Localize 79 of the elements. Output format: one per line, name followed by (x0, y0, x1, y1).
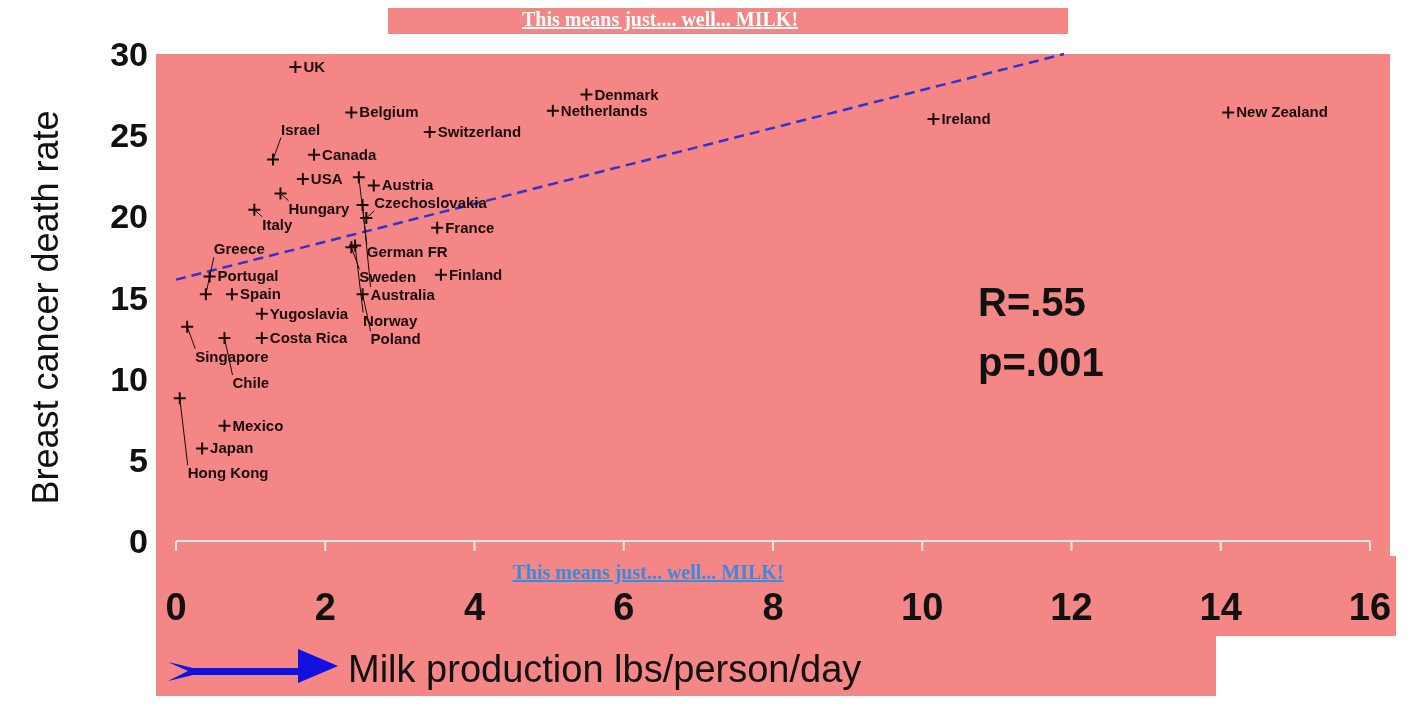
annotation: Ireland (941, 109, 991, 127)
annotation: Australia (370, 285, 436, 303)
x-tick-label: 12 (1050, 586, 1093, 628)
point (266, 152, 281, 167)
point (307, 147, 322, 162)
x-tick-label: 10 (901, 586, 944, 628)
annotation: Japan (210, 439, 254, 457)
point (273, 186, 288, 201)
annotation: Costa Rica (269, 329, 348, 347)
point (545, 103, 560, 118)
point (344, 240, 359, 255)
point (433, 267, 448, 282)
annotation: Spain (239, 285, 281, 303)
annotation: Israel (281, 120, 321, 138)
annotation: France (445, 218, 495, 236)
y-axis-title: Breast cancer death rate (25, 110, 66, 505)
x-tick-label: 6 (613, 586, 635, 628)
point (926, 111, 941, 126)
point (295, 172, 310, 186)
y-tick-label: 25 (110, 116, 148, 155)
point (422, 124, 437, 139)
x-tick-label: 14 (1199, 586, 1242, 628)
annotation: Chile (232, 374, 270, 392)
annotation: Finland (448, 265, 503, 283)
point (355, 287, 370, 302)
y-tick-label: 20 (110, 197, 148, 236)
y-tick-label: 0 (129, 522, 148, 560)
annotation: Canada (322, 145, 377, 163)
x-tick-label: 16 (1348, 586, 1392, 628)
x-tick-label: 0 (165, 586, 187, 628)
point (579, 87, 594, 102)
point (351, 170, 366, 185)
point (172, 391, 187, 406)
annotation: Denmark (594, 85, 660, 103)
point (247, 202, 262, 217)
text: This means just.... well... MILK! (521, 8, 799, 31)
annotation: Netherlands (560, 101, 648, 119)
point (254, 331, 269, 346)
annotation: Austria (381, 176, 435, 194)
point (254, 306, 269, 321)
point (217, 331, 232, 346)
annotation: Hungary (288, 199, 350, 217)
y-tick-label: 30 (110, 35, 148, 73)
point (217, 418, 232, 433)
annotation: Belgium (359, 103, 419, 121)
annotation: Czechoslovakia (374, 193, 488, 211)
annotation: Greece (213, 240, 265, 258)
annotation: Portugal (217, 267, 279, 285)
annotation: Yugoslavia (269, 304, 349, 322)
annotation: UK (303, 57, 326, 75)
y-tick-label: 10 (110, 359, 148, 398)
annotation: Poland (370, 330, 421, 348)
annotation: New Zealand (1236, 103, 1328, 121)
x-tick-label: 2 (314, 586, 336, 628)
point (180, 319, 195, 334)
y-tick-label: 5 (129, 440, 148, 479)
point (224, 287, 239, 302)
annotation: Mexico (232, 416, 284, 434)
point (359, 210, 374, 225)
point (366, 178, 381, 193)
annotation: p=.001 (978, 340, 1104, 384)
annotation: R=.55 (978, 280, 1086, 324)
point (1221, 105, 1236, 120)
annotation: Italy (262, 215, 294, 233)
annotation: Norway (363, 311, 418, 329)
annotation: USA (310, 170, 343, 187)
point (344, 105, 359, 120)
point (198, 287, 213, 302)
annotation: Hong Kong (187, 464, 269, 482)
text: This means just... well... MILK! (512, 561, 784, 584)
annotation: Switzerland (437, 122, 522, 140)
x-axis-title: Milk production lbs/person/day (348, 648, 862, 690)
x-tick-label: 8 (762, 586, 784, 628)
y-tick-label: 15 (110, 278, 148, 317)
annotation: German FR (366, 243, 448, 261)
point (430, 220, 445, 235)
point (195, 441, 210, 456)
x-tick-label: 4 (463, 586, 486, 628)
point (288, 59, 303, 74)
